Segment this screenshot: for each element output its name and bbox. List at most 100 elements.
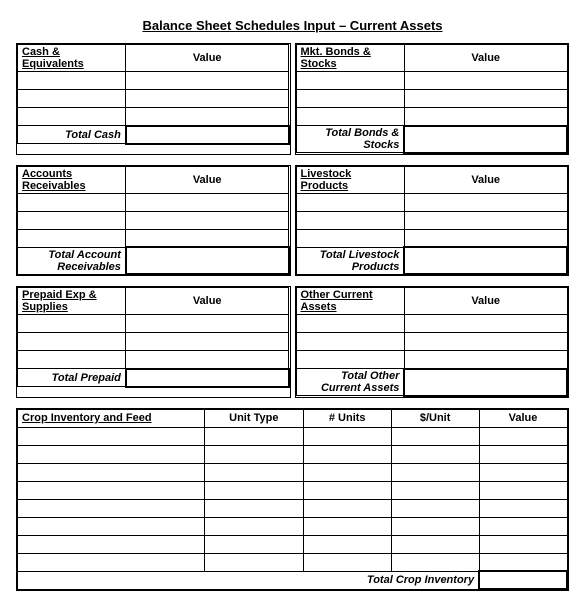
crop-cell[interactable] [303, 427, 391, 445]
crop-cell[interactable] [479, 535, 567, 553]
livestock-header: Livestock Products [296, 166, 404, 193]
other-row-label[interactable] [296, 351, 404, 369]
crop-cell[interactable] [18, 553, 205, 571]
bonds-row-label[interactable] [296, 108, 404, 126]
crop-cell[interactable] [391, 463, 479, 481]
prepaid-row-value[interactable] [126, 333, 289, 351]
cash-header: Cash & Equivalents [18, 45, 126, 72]
crop-cell[interactable] [391, 481, 479, 499]
cash-total-value[interactable] [126, 126, 289, 144]
livestock-row-value[interactable] [404, 193, 567, 211]
crop-cell[interactable] [479, 445, 567, 463]
value-header: Value [126, 288, 289, 315]
crop-cell[interactable] [204, 535, 303, 553]
crop-cell[interactable] [479, 553, 567, 571]
crop-cell[interactable] [479, 481, 567, 499]
prepaid-row-label[interactable] [18, 351, 126, 369]
livestock-row-value[interactable] [404, 229, 567, 247]
bonds-total-value[interactable] [404, 126, 567, 153]
ar-row-label[interactable] [18, 229, 126, 247]
crop-cell[interactable] [18, 535, 205, 553]
livestock-row-label[interactable] [296, 211, 404, 229]
other-row-value[interactable] [404, 315, 567, 333]
bonds-row-label[interactable] [296, 90, 404, 108]
other-row-label[interactable] [296, 333, 404, 351]
ar-row-value[interactable] [126, 193, 289, 211]
crop-cell[interactable] [391, 535, 479, 553]
other-total-label: Total Other Current Assets [296, 369, 404, 396]
cash-row-value[interactable] [126, 72, 289, 90]
crop-cell[interactable] [303, 517, 391, 535]
prepaid-row-label[interactable] [18, 315, 126, 333]
bonds-row-value[interactable] [404, 108, 567, 126]
crop-cell[interactable] [204, 499, 303, 517]
crop-total-value[interactable] [479, 571, 567, 589]
crop-cell[interactable] [391, 499, 479, 517]
livestock-row-value[interactable] [404, 211, 567, 229]
crop-cell[interactable] [18, 517, 205, 535]
crop-total-label: Total Crop Inventory [18, 571, 480, 589]
ar-row-label[interactable] [18, 211, 126, 229]
block-crop: Crop Inventory and Feed Unit Type # Unit… [16, 408, 569, 592]
crop-cell[interactable] [391, 427, 479, 445]
crop-header: Crop Inventory and Feed [18, 409, 205, 427]
crop-cell[interactable] [303, 535, 391, 553]
livestock-row-label[interactable] [296, 229, 404, 247]
prepaid-row-label[interactable] [18, 333, 126, 351]
block-livestock: Livestock Products Value Total Livestock… [295, 165, 570, 277]
crop-cell[interactable] [204, 553, 303, 571]
cash-row-label[interactable] [18, 108, 126, 126]
bonds-row-label[interactable] [296, 72, 404, 90]
bonds-row-value[interactable] [404, 72, 567, 90]
crop-cell[interactable] [479, 517, 567, 535]
crop-cell[interactable] [303, 463, 391, 481]
crop-cell[interactable] [479, 463, 567, 481]
crop-cell[interactable] [18, 481, 205, 499]
value-header: Value [126, 45, 289, 72]
ar-row-label[interactable] [18, 193, 126, 211]
row-prepaid-other: Prepaid Exp & Supplies Value Total Prepa… [16, 286, 569, 398]
crop-cell[interactable] [18, 499, 205, 517]
ar-row-value[interactable] [126, 211, 289, 229]
other-row-value[interactable] [404, 333, 567, 351]
crop-cell[interactable] [303, 553, 391, 571]
cash-row-value[interactable] [126, 90, 289, 108]
block-other: Other Current Assets Value Total Other C… [295, 286, 570, 398]
crop-cell[interactable] [204, 463, 303, 481]
crop-cell[interactable] [479, 499, 567, 517]
crop-cell[interactable] [391, 517, 479, 535]
crop-cell[interactable] [303, 445, 391, 463]
crop-col-units: # Units [303, 409, 391, 427]
prepaid-row-value[interactable] [126, 351, 289, 369]
other-header: Other Current Assets [296, 288, 404, 315]
prepaid-total-value[interactable] [126, 369, 289, 387]
crop-cell[interactable] [204, 427, 303, 445]
ar-total-value[interactable] [126, 247, 289, 274]
cash-row-label[interactable] [18, 72, 126, 90]
bonds-header: Mkt. Bonds & Stocks [296, 45, 404, 72]
crop-cell[interactable] [391, 445, 479, 463]
crop-cell[interactable] [204, 481, 303, 499]
livestock-total-value[interactable] [404, 247, 567, 274]
row-crop: Crop Inventory and Feed Unit Type # Unit… [16, 408, 569, 592]
cash-row-value[interactable] [126, 108, 289, 126]
bonds-row-value[interactable] [404, 90, 567, 108]
crop-cell[interactable] [391, 553, 479, 571]
prepaid-row-value[interactable] [126, 315, 289, 333]
ar-header: Accounts Receivables [18, 166, 126, 193]
crop-cell[interactable] [18, 427, 205, 445]
crop-cell[interactable] [204, 517, 303, 535]
crop-cell[interactable] [18, 463, 205, 481]
other-row-label[interactable] [296, 315, 404, 333]
crop-cell[interactable] [303, 499, 391, 517]
ar-row-value[interactable] [126, 229, 289, 247]
crop-cell[interactable] [479, 427, 567, 445]
other-row-value[interactable] [404, 351, 567, 369]
livestock-row-label[interactable] [296, 193, 404, 211]
cash-row-label[interactable] [18, 90, 126, 108]
crop-cell[interactable] [303, 481, 391, 499]
crop-cell[interactable] [18, 445, 205, 463]
crop-cell[interactable] [204, 445, 303, 463]
row-ar-livestock: Accounts Receivables Value Total Account… [16, 165, 569, 277]
other-total-value[interactable] [404, 369, 567, 396]
